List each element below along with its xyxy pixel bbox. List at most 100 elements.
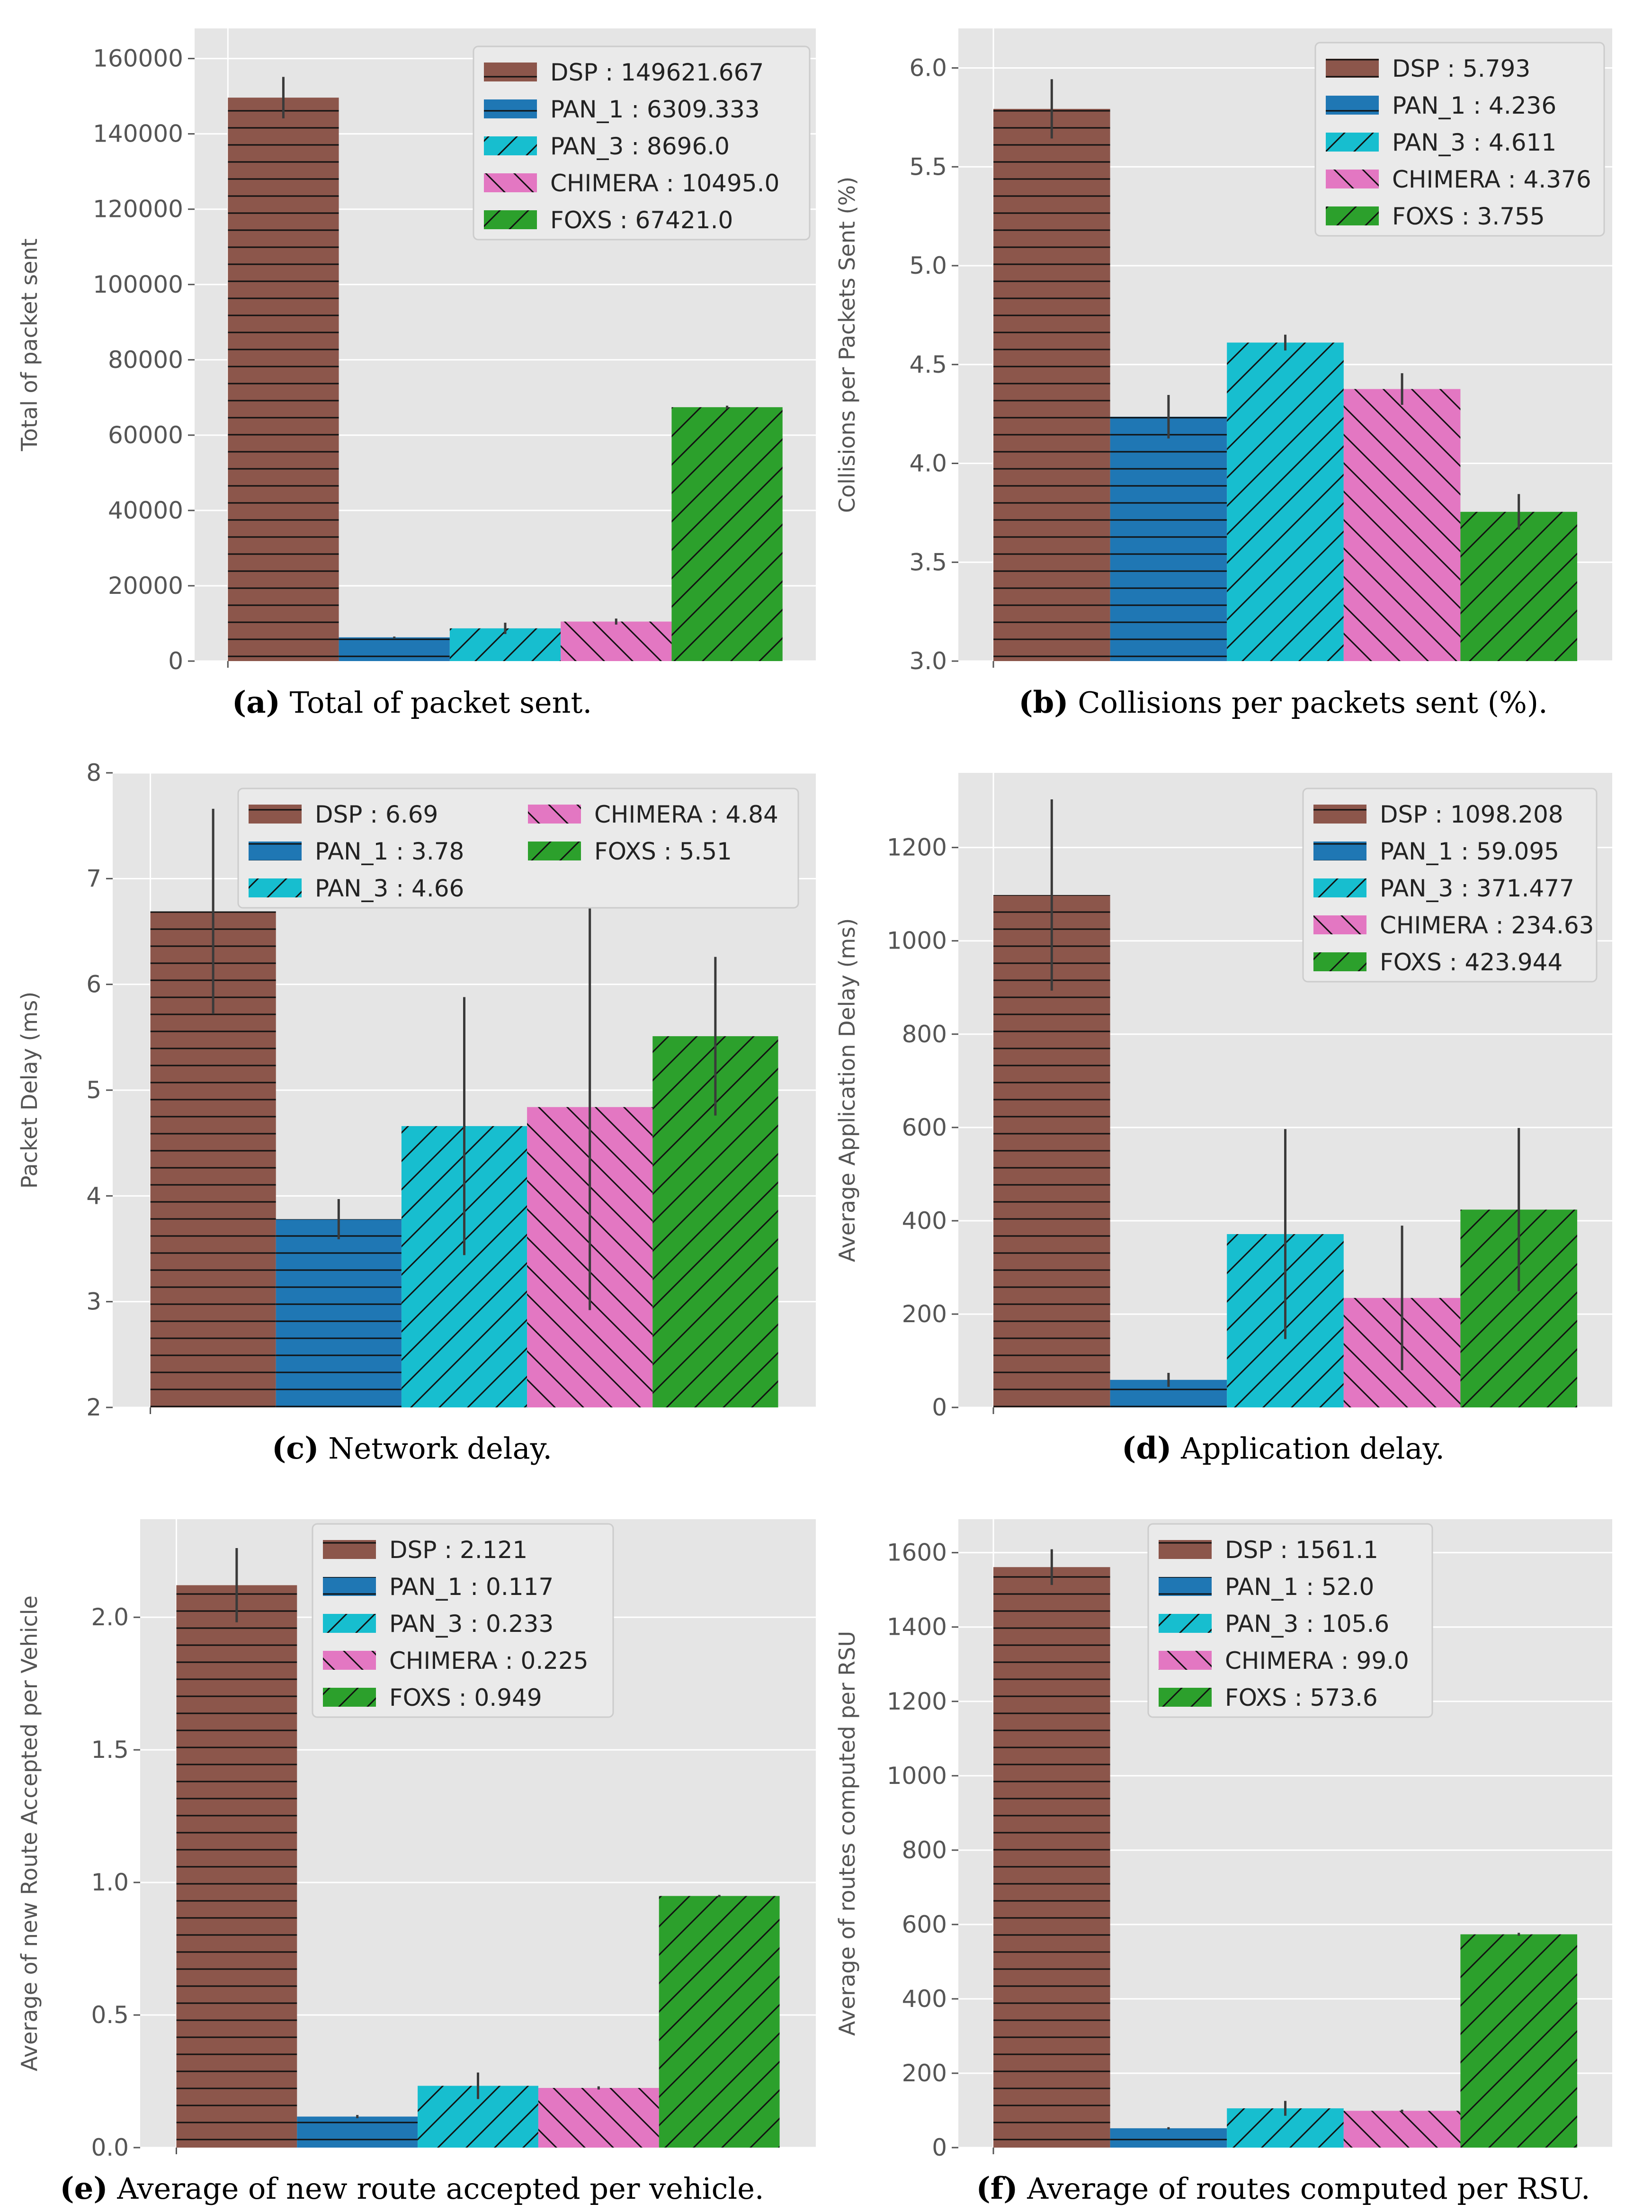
y-tick-label: 2 bbox=[86, 1394, 101, 1421]
bar-foxs bbox=[659, 1896, 780, 2148]
chart-panel-e: 0.0 0.5 1.0 1.5 2.0 Average of new Route Acce… bbox=[17, 1519, 816, 2206]
legend-label-dsp: DSP : 5.793 bbox=[1392, 55, 1530, 82]
legend-swatch-dsp bbox=[484, 63, 537, 81]
legend-box bbox=[1147, 1523, 1433, 1718]
legend-label-chimera: CHIMERA : 234.63 bbox=[1380, 912, 1594, 939]
legend-label-chimera: CHIMERA : 4.84 bbox=[594, 801, 778, 828]
bar-dsp bbox=[993, 1567, 1110, 2148]
y-tick-label: 0 bbox=[932, 1394, 947, 1421]
legend: DSP : 149621.667 PAN_1 : 6309.333 PAN_3 : … bbox=[473, 45, 811, 241]
legend-label-pan_1: PAN_1 : 59.095 bbox=[1380, 838, 1559, 865]
legend-swatch-dsp bbox=[1313, 805, 1366, 824]
legend-swatch-pan_3 bbox=[1313, 878, 1366, 897]
y-axis-label: Average of new Route Accepted per Vehicl… bbox=[17, 1595, 42, 2071]
legend-label-dsp: DSP : 1098.208 bbox=[1380, 801, 1563, 828]
bar-pan_1 bbox=[276, 1219, 402, 1407]
bar-dsp bbox=[993, 108, 1110, 662]
bar-chimera bbox=[1343, 2111, 1461, 2148]
bar-pan_1 bbox=[1110, 2128, 1227, 2148]
chart-panel-d: 0 200 400 600 800 1000 1200 Average Application… bbox=[834, 773, 1612, 1466]
caption-d: (d) Application delay. bbox=[1122, 1431, 1445, 1466]
legend-label-pan_1: PAN_1 : 6309.333 bbox=[550, 96, 760, 123]
bar-pan_1 bbox=[1110, 416, 1227, 661]
y-axis-label: Average of routes computed per RSU bbox=[834, 1631, 860, 2036]
y-tick-label: 1400 bbox=[887, 1613, 947, 1641]
y-tick-label: 5 bbox=[86, 1076, 101, 1104]
y-tick-label: 160000 bbox=[93, 45, 183, 72]
legend-swatch-pan_3 bbox=[323, 1614, 376, 1633]
legend-label-pan_1: PAN_1 : 3.78 bbox=[315, 838, 464, 865]
y-tick-label: 2.0 bbox=[91, 1603, 129, 1631]
legend-label-pan_3: PAN_3 : 8696.0 bbox=[550, 133, 730, 160]
y-tick-label: 1600 bbox=[887, 1539, 947, 1567]
legend-swatch-pan_3 bbox=[1159, 1614, 1212, 1633]
y-axis-label: Average Application Delay (ms) bbox=[834, 918, 860, 1262]
y-tick-label: 100000 bbox=[93, 271, 183, 298]
legend-swatch-pan_3 bbox=[249, 878, 302, 897]
legend-box bbox=[1314, 42, 1605, 237]
legend-swatch-pan_3 bbox=[1326, 133, 1379, 152]
bar-pan_1 bbox=[339, 637, 450, 661]
legend-box bbox=[473, 45, 811, 241]
legend-swatch-foxs bbox=[1313, 952, 1366, 971]
bar-foxs bbox=[1460, 511, 1578, 661]
legend-swatch-dsp bbox=[249, 805, 302, 824]
y-tick-label: 1000 bbox=[887, 1762, 947, 1790]
legend-label-foxs: FOXS : 3.755 bbox=[1392, 203, 1545, 230]
bar-foxs bbox=[1460, 1934, 1578, 2148]
y-tick-label: 3.0 bbox=[909, 647, 947, 675]
y-tick-label: 200 bbox=[902, 2060, 947, 2087]
y-tick-label: 140000 bbox=[93, 120, 183, 148]
legend-swatch-chimera bbox=[1326, 170, 1379, 188]
legend-label-pan_3: PAN_3 : 0.233 bbox=[389, 1610, 554, 1638]
y-tick-label: 4.0 bbox=[909, 450, 947, 477]
legend-label-pan_1: PAN_1 : 0.117 bbox=[389, 1573, 554, 1601]
legend-swatch-chimera bbox=[1313, 915, 1366, 934]
legend: DSP : 5.793 PAN_1 : 4.236 PAN_3 : 4.611 CHI… bbox=[1314, 42, 1605, 237]
legend: DSP : 1561.1 PAN_1 : 52.0 PAN_3 : 105.6 CHI… bbox=[1147, 1523, 1433, 1718]
legend-label-pan_3: PAN_3 : 371.477 bbox=[1380, 875, 1574, 902]
caption-b: (b) Collisions per packets sent (%). bbox=[1018, 685, 1548, 720]
y-axis-label: Total of packet sent bbox=[17, 238, 42, 451]
y-tick-label: 60000 bbox=[108, 421, 183, 449]
legend-swatch-dsp bbox=[1326, 59, 1379, 78]
y-tick-label: 1000 bbox=[887, 927, 947, 955]
y-tick-label: 200 bbox=[902, 1300, 947, 1328]
bar-chimera bbox=[1343, 389, 1461, 661]
y-tick-label: 40000 bbox=[108, 497, 183, 524]
legend-box bbox=[237, 788, 799, 909]
legend-swatch-chimera bbox=[528, 805, 581, 824]
legend-swatch-pan_1 bbox=[323, 1577, 376, 1596]
legend-label-dsp: DSP : 1561.1 bbox=[1225, 1536, 1378, 1564]
legend-label-foxs: FOXS : 423.944 bbox=[1380, 949, 1563, 976]
legend-swatch-dsp bbox=[1159, 1540, 1212, 1559]
bar-pan_1 bbox=[297, 2116, 418, 2148]
legend: DSP : 6.69 PAN_1 : 3.78 PAN_3 : 4.66 CHIMER… bbox=[237, 788, 799, 909]
y-tick-label: 6.0 bbox=[909, 54, 947, 82]
y-tick-label: 120000 bbox=[93, 196, 183, 223]
legend-swatch-pan_1 bbox=[1326, 96, 1379, 115]
y-tick-label: 4 bbox=[86, 1182, 101, 1209]
y-tick-label: 1.0 bbox=[91, 1869, 129, 1896]
legend-swatch-foxs bbox=[1159, 1688, 1212, 1707]
caption-f: (f) Average of routes computed per RSU. bbox=[976, 2171, 1590, 2206]
y-axis-label: Collisions per Packets Sent (%) bbox=[834, 177, 860, 513]
y-tick-label: 1200 bbox=[887, 834, 947, 861]
legend-label-chimera: CHIMERA : 4.376 bbox=[1392, 166, 1591, 193]
legend-label-chimera: CHIMERA : 0.225 bbox=[389, 1647, 589, 1675]
y-tick-label: 20000 bbox=[108, 572, 183, 600]
legend-swatch-chimera bbox=[323, 1651, 376, 1670]
y-tick-label: 600 bbox=[902, 1911, 947, 1938]
legend-swatch-foxs bbox=[1326, 206, 1379, 225]
legend-swatch-chimera bbox=[484, 173, 537, 192]
y-tick-label: 7 bbox=[86, 865, 101, 892]
y-tick-label: 0.5 bbox=[91, 2001, 129, 2029]
legend-label-foxs: FOXS : 67421.0 bbox=[550, 206, 733, 234]
y-tick-label: 5.0 bbox=[909, 252, 947, 279]
y-axis-label: Packet Delay (ms) bbox=[17, 992, 42, 1189]
y-tick-label: 6 bbox=[86, 971, 101, 998]
legend-label-pan_3: PAN_3 : 105.6 bbox=[1225, 1610, 1389, 1638]
legend-label-pan_1: PAN_1 : 52.0 bbox=[1225, 1573, 1374, 1601]
y-tick-label: 600 bbox=[902, 1114, 947, 1141]
